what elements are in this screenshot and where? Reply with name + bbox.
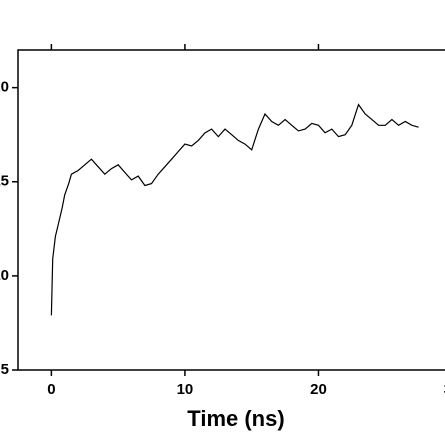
x-tick-label: 20 bbox=[310, 381, 327, 398]
data-line bbox=[50, 103, 419, 316]
y-tick-label: 5 bbox=[1, 361, 9, 378]
x-tick-label: 30 bbox=[444, 381, 445, 398]
y-tick-label: 20 bbox=[0, 79, 9, 96]
x-tick-label: 10 bbox=[177, 381, 194, 398]
plot-frame bbox=[17, 49, 445, 371]
y-tick-label: 10 bbox=[0, 267, 9, 284]
x-tick-label: 0 bbox=[47, 381, 55, 398]
y-tick-label: 15 bbox=[0, 173, 9, 190]
x-axis-title: Time (ns) bbox=[187, 406, 284, 431]
